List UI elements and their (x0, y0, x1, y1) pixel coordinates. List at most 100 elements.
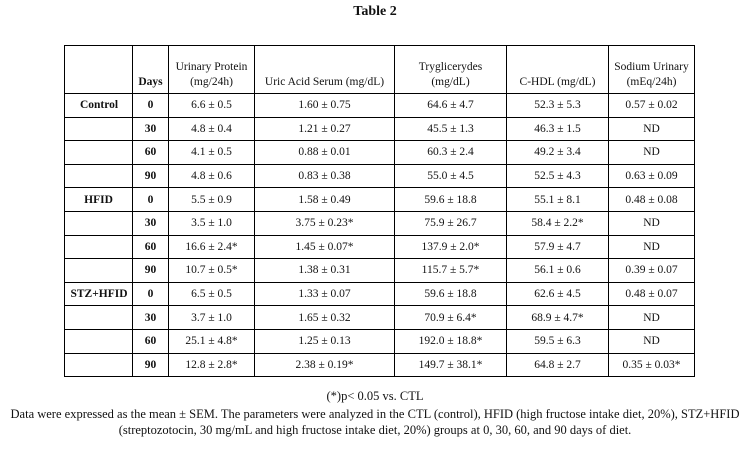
value-cell: 3.5 ± 1.0 (168, 210, 255, 236)
group-label (64, 328, 133, 354)
value-cell: 16.6 ± 2.4* (168, 234, 255, 260)
value-cell: 5.5 ± 0.9 (168, 187, 255, 212)
day-cell: 90 (132, 258, 169, 283)
value-cell: 3.75 ± 0.23* (254, 210, 395, 236)
day-cell: 0 (132, 93, 169, 118)
group-label (64, 140, 133, 165)
value-cell: 64.8 ± 2.7 (506, 352, 609, 378)
value-cell: 0.88 ± 0.01 (254, 140, 395, 165)
value-cell: 46.3 ± 1.5 (506, 116, 609, 142)
value-cell: 0.57 ± 0.02 (608, 93, 695, 118)
column-header: Uric Acid Serum (mg/dL) (254, 45, 395, 94)
value-cell: 70.9 ± 6.4* (394, 305, 507, 330)
value-cell: 56.1 ± 0.6 (506, 258, 609, 283)
value-cell: 52.5 ± 4.3 (506, 163, 609, 189)
description-footnote: Data were expressed as the mean ± SEM. T… (10, 407, 740, 437)
table-row: 60 4.1 ± 0.5 0.88 ± 0.01 60.3 ± 2.4 49.2 ± 3… (64, 140, 695, 165)
value-cell: 45.5 ± 1.3 (394, 116, 507, 142)
table-row: 90 10.7 ± 0.5* 1.38 ± 0.31 115.7 ± 5.7* 56.1… (64, 258, 695, 283)
group-label (64, 352, 133, 378)
value-cell: 0.48 ± 0.08 (608, 187, 695, 212)
value-cell: ND (608, 116, 695, 142)
value-cell: ND (608, 140, 695, 165)
value-cell: 25.1 ± 4.8* (168, 328, 255, 354)
day-cell: 0 (132, 281, 169, 307)
value-cell: 149.7 ± 38.1* (394, 352, 507, 378)
header-group (64, 45, 133, 94)
group-label: Control (64, 93, 133, 118)
value-cell: 60.3 ± 2.4 (394, 140, 507, 165)
value-cell: 55.0 ± 4.5 (394, 163, 507, 189)
column-header: Urinary Protein (mg/24h) (168, 45, 255, 94)
day-cell: 30 (132, 116, 169, 142)
value-cell: 10.7 ± 0.5* (168, 258, 255, 283)
group-label (64, 258, 133, 283)
value-cell: 115.7 ± 5.7* (394, 258, 507, 283)
value-cell: 12.8 ± 2.8* (168, 352, 255, 378)
value-cell: 192.0 ± 18.8* (394, 328, 507, 354)
value-cell: 59.6 ± 18.8 (394, 187, 507, 212)
table-row: 30 4.8 ± 0.4 1.21 ± 0.27 45.5 ± 1.3 46.3 ± 1… (64, 116, 695, 142)
value-cell: 57.9 ± 4.7 (506, 234, 609, 260)
value-cell: 52.3 ± 5.3 (506, 93, 609, 118)
table-row: STZ+HFID 0 6.5 ± 0.5 1.33 ± 0.07 59.6 ± 18.8… (64, 281, 695, 307)
value-cell: 49.2 ± 3.4 (506, 140, 609, 165)
value-cell: 3.7 ± 1.0 (168, 305, 255, 330)
value-cell: 75.9 ± 26.7 (394, 210, 507, 236)
group-label (64, 116, 133, 142)
value-cell: ND (608, 328, 695, 354)
value-cell: 6.6 ± 0.5 (168, 93, 255, 118)
table-row: 60 16.6 ± 2.4* 1.45 ± 0.07* 137.9 ± 2.0* 57.… (64, 234, 695, 260)
value-cell: 0.63 ± 0.09 (608, 163, 695, 189)
header-row: Days Urinary Protein (mg/24h) Uric Acid Ser… (64, 45, 695, 94)
group-label (64, 305, 133, 330)
value-cell: 1.33 ± 0.07 (254, 281, 395, 307)
value-cell: ND (608, 234, 695, 260)
group-label (64, 163, 133, 189)
value-cell: 1.65 ± 0.32 (254, 305, 395, 330)
value-cell: 58.4 ± 2.2* (506, 210, 609, 236)
value-cell: 1.38 ± 0.31 (254, 258, 395, 283)
value-cell: 6.5 ± 0.5 (168, 281, 255, 307)
value-cell: 0.83 ± 0.38 (254, 163, 395, 189)
table-row: 90 4.8 ± 0.6 0.83 ± 0.38 55.0 ± 4.5 52.5 ± 4… (64, 163, 695, 189)
table-row: 30 3.7 ± 1.0 1.65 ± 0.32 70.9 ± 6.4* 68.9 ± … (64, 305, 695, 330)
table-row: HFID 0 5.5 ± 0.9 1.58 ± 0.49 59.6 ± 18.8 55.1… (64, 187, 695, 212)
table-row: 90 12.8 ± 2.8* 2.38 ± 0.19* 149.7 ± 38.1* 64… (64, 352, 695, 378)
column-header: Tryglicerydes (mg/dL) (394, 45, 507, 94)
table-title: Table 2 (353, 4, 397, 19)
day-cell: 90 (132, 163, 169, 189)
results-table: Days Urinary Protein (mg/24h) Uric Acid Ser… (64, 45, 695, 378)
day-cell: 90 (132, 352, 169, 378)
value-cell: 1.25 ± 0.13 (254, 328, 395, 354)
day-cell: 60 (132, 140, 169, 165)
table-row: Control 0 6.6 ± 0.5 1.60 ± 0.75 64.6 ± 4.7 52… (64, 93, 695, 118)
column-header: Sodium Urinary (mEq/24h) (608, 45, 695, 94)
value-cell: ND (608, 210, 695, 236)
header-days: Days (132, 45, 169, 94)
value-cell: 1.58 ± 0.49 (254, 187, 395, 212)
value-cell: 137.9 ± 2.0* (394, 234, 507, 260)
table-row: 60 25.1 ± 4.8* 1.25 ± 0.13 192.0 ± 18.8* 59.… (64, 328, 695, 354)
value-cell: 59.5 ± 6.3 (506, 328, 609, 354)
table-body: Control 0 6.6 ± 0.5 1.60 ± 0.75 64.6 ± 4.7 52… (64, 93, 695, 378)
significance-footnote: (*)p< 0.05 vs. CTL (326, 389, 424, 403)
column-header: C-HDL (mg/dL) (506, 45, 609, 94)
value-cell: 1.21 ± 0.27 (254, 116, 395, 142)
value-cell: 0.39 ± 0.07 (608, 258, 695, 283)
group-label (64, 234, 133, 260)
day-cell: 60 (132, 328, 169, 354)
value-cell: 1.45 ± 0.07* (254, 234, 395, 260)
group-label (64, 210, 133, 236)
value-cell: 62.6 ± 4.5 (506, 281, 609, 307)
day-cell: 0 (132, 187, 169, 212)
day-cell: 30 (132, 305, 169, 330)
value-cell: 0.48 ± 0.07 (608, 281, 695, 307)
value-cell: 4.8 ± 0.6 (168, 163, 255, 189)
value-cell: 1.60 ± 0.75 (254, 93, 395, 118)
value-cell: 2.38 ± 0.19* (254, 352, 395, 378)
value-cell: 4.8 ± 0.4 (168, 116, 255, 142)
value-cell: 4.1 ± 0.5 (168, 140, 255, 165)
value-cell: 59.6 ± 18.8 (394, 281, 507, 307)
group-label: HFID (64, 187, 133, 212)
